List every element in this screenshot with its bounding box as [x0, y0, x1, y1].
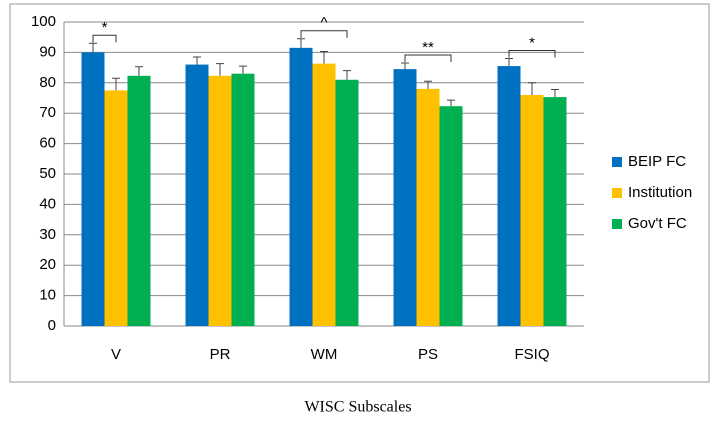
bar	[289, 47, 313, 327]
bar	[231, 73, 255, 327]
y-tick-label: 10	[39, 287, 56, 304]
x-tick-label: PR	[210, 346, 231, 363]
legend-label: BEIP FC	[628, 153, 686, 170]
error-bar	[239, 65, 247, 74]
error-bar	[216, 63, 224, 76]
y-tick-label: 40	[39, 195, 56, 212]
error-bar	[89, 42, 97, 53]
error-bar	[343, 70, 351, 80]
significance-bracket	[92, 34, 117, 43]
error-bar	[551, 88, 559, 98]
legend-label: Institution	[628, 184, 692, 201]
significance-bracket	[404, 54, 452, 63]
x-tick-label: FSIQ	[514, 346, 549, 363]
y-tick-label: 90	[39, 43, 56, 60]
bar	[520, 94, 544, 327]
legend-swatch	[612, 157, 622, 167]
bar	[393, 69, 417, 327]
bar	[104, 90, 128, 327]
y-tick-label: 80	[39, 74, 56, 91]
y-tick-label: 30	[39, 226, 56, 243]
significance-label: *	[529, 34, 535, 51]
error-bar	[424, 80, 432, 89]
error-bar	[401, 62, 409, 70]
legend-swatch	[612, 219, 622, 229]
bar	[497, 66, 521, 326]
bar	[185, 64, 209, 326]
bar	[208, 75, 232, 326]
y-tick-label: 100	[31, 13, 56, 30]
significance-bracket	[508, 49, 556, 58]
bar	[335, 79, 359, 326]
y-tick-label: 70	[39, 104, 56, 121]
y-tick-label: 20	[39, 256, 56, 273]
significance-label: *	[102, 19, 108, 36]
y-tick-label: 0	[48, 317, 56, 334]
bar	[127, 75, 151, 326]
error-bar	[297, 38, 305, 48]
bar	[439, 106, 463, 326]
error-bar	[112, 77, 120, 91]
error-bar	[193, 56, 201, 65]
x-tick-label: PS	[418, 346, 438, 363]
bar	[543, 97, 567, 326]
error-bar	[528, 82, 536, 95]
x-tick-label: V	[111, 346, 121, 363]
x-tick-label: WM	[311, 346, 338, 363]
bar	[81, 52, 105, 327]
y-tick-label: 50	[39, 165, 56, 182]
error-bar	[505, 57, 513, 67]
significance-label: **	[422, 39, 434, 56]
bar	[416, 88, 440, 326]
significance-label: ^	[320, 15, 327, 32]
bar	[312, 63, 336, 326]
error-bar	[447, 99, 455, 107]
x-axis-label: WISC Subscales	[304, 399, 411, 416]
error-bar	[320, 50, 328, 64]
error-bar	[135, 66, 143, 76]
legend-label: Gov't FC	[628, 215, 687, 232]
legend-swatch	[612, 188, 622, 198]
y-tick-label: 60	[39, 135, 56, 152]
significance-bracket	[300, 30, 348, 38]
